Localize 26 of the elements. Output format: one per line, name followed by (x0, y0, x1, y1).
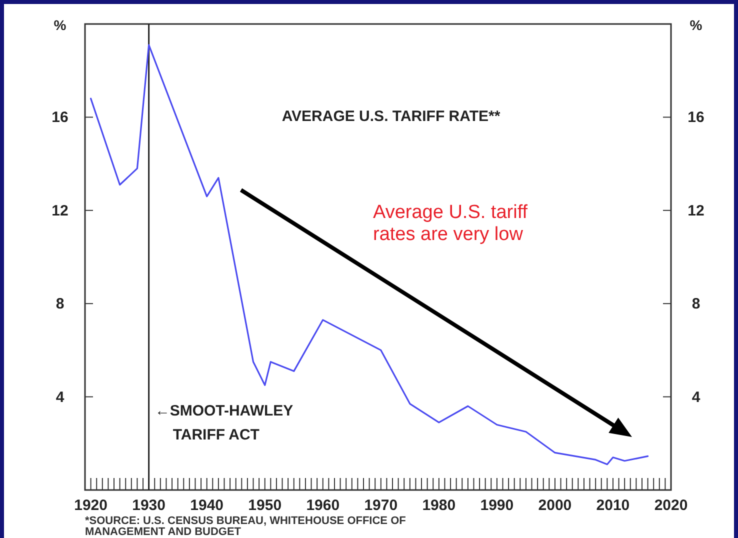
x-tick-label: 1960 (306, 497, 340, 514)
y-tick-label: 4 (56, 388, 65, 406)
x-tick-label: 1970 (364, 497, 398, 514)
y2-tick-label: 8 (692, 296, 700, 313)
ref-line-label: ←SMOOT-HAWLEY TARIFF ACT (154, 402, 294, 444)
x-tick-label: 1990 (480, 497, 514, 514)
annotation: Average U.S. tariff rates are very low (373, 202, 528, 245)
x-tick-label: 1930 (132, 497, 166, 514)
line-series (90, 44, 649, 466)
y-tick-label: 16 (52, 109, 68, 126)
y2-axis-title: % (690, 17, 703, 33)
x-tick-label: 1980 (422, 497, 456, 514)
y2-tick-label: 4 (692, 388, 701, 406)
x-tick-label: 1920 (74, 497, 108, 514)
y-tick-label: 12 (52, 202, 68, 220)
x-tick-label: 2010 (596, 497, 630, 514)
y2-tick-label: 16 (688, 109, 704, 126)
y-tick-label: 8 (56, 296, 64, 313)
x-tick-label: 2000 (538, 497, 572, 514)
text: *SOURCE: U.S. CENSUS BUREAU, WHITEHOUSE OFFICE OF MANAGEMENT AND BUDGET (85, 515, 406, 538)
x-tick-label: 1950 (248, 497, 282, 514)
text: AVERAGE U.S. TARIFF RATE** (282, 108, 500, 125)
x-tick-label: 1940 (190, 497, 224, 514)
y2-tick-label: 12 (688, 202, 704, 220)
y-axis-title: % (54, 17, 67, 33)
x-tick-label: 2020 (654, 497, 688, 514)
